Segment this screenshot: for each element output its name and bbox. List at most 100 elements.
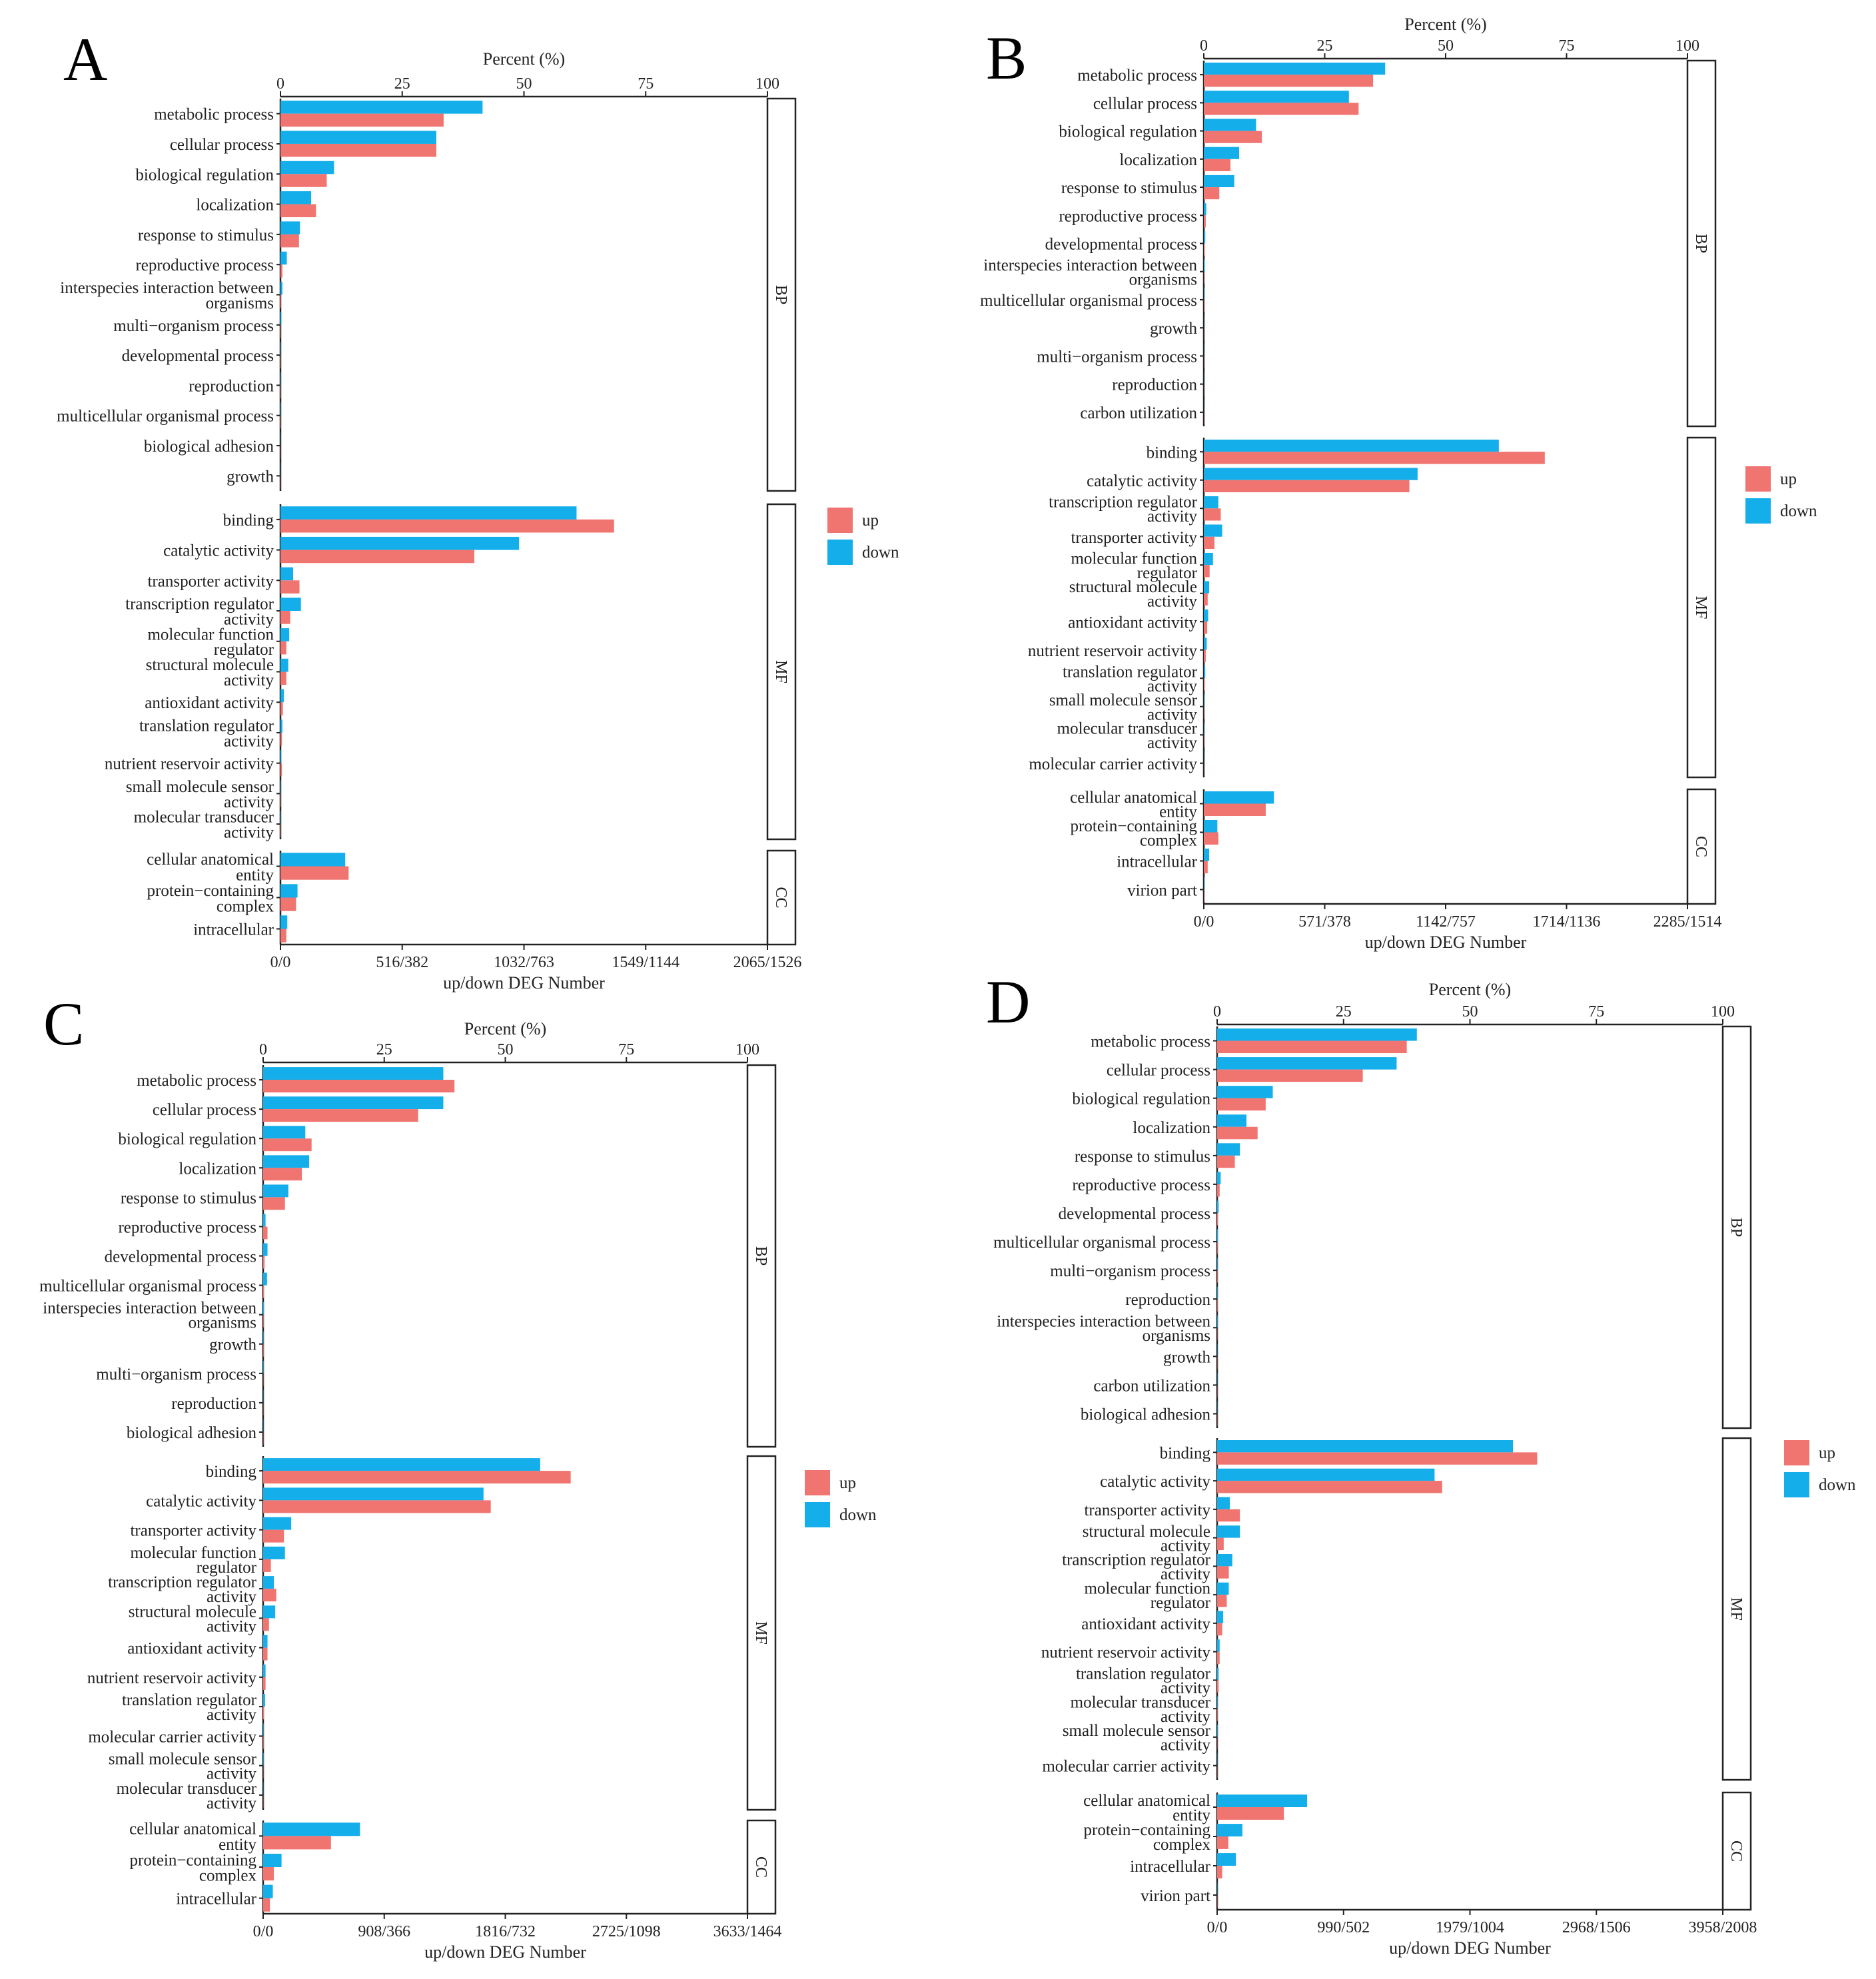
bar-up [263,1226,268,1240]
category-label: transcription regulator [125,595,274,613]
legend: up down [1784,1440,1856,1497]
bar-down [1217,1315,1218,1328]
term-molecular-carrier-activity: molecular carrier activity [1042,1753,1218,1779]
category-label: metabolic process [137,1072,256,1090]
bar-down [1204,62,1386,75]
term-virion-part: virion part [1127,877,1204,902]
category-label: translation regulator [1076,1665,1211,1683]
category-label: developmental process [105,1248,256,1266]
bar-up [280,174,327,187]
bar-down [1217,1525,1240,1538]
bar-down [280,628,290,641]
percent-tick-label: 75 [1559,37,1575,55]
bar-up [280,519,614,533]
bar-down [1217,1667,1219,1681]
bar-down [263,1067,444,1080]
bar-down [263,1822,360,1836]
bar-down [280,161,334,175]
term-intracellular: intracellular [1117,849,1209,873]
category-label: reproduction [1125,1291,1210,1309]
bar-up [263,1647,268,1661]
facet-strip-label: MF [752,1621,769,1645]
group-bp: BP metabolic process cellular process biolo… [993,1025,1752,1429]
category-label: multicellular organismal process [980,292,1197,310]
bar-down [280,658,288,672]
bar-down [280,251,287,265]
bar-down [1217,1086,1273,1098]
bar-up [263,1344,264,1357]
category-label: localization [196,197,274,214]
category-label: entity [219,1836,256,1854]
bar-up [1204,649,1206,663]
legend-swatch-up [805,1470,830,1495]
term-developmental-process: developmental process [1045,231,1206,256]
term-carbon-utilization: carbon utilization [1080,400,1204,425]
term-nutrient-reservoir-activity: nutrient reservoir activity [87,1664,266,1690]
term-intracellular: intracellular [176,1884,273,1912]
category-label: multi−organism process [1050,1262,1210,1280]
bar-down [263,1546,285,1559]
bar-up [1217,1098,1266,1111]
category-label: translation regulator [1063,663,1198,681]
term-virion-part: virion part [1141,1882,1218,1908]
term-antioxidant-activity: antioxidant activity [145,689,284,715]
number-tick-label: 1979/1004 [1436,1919,1504,1936]
category-label: binding [1147,444,1198,462]
bar-down [280,282,282,295]
legend: up down [827,508,899,565]
term-interspecies-interaction-between-organisms: interspecies interaction betweenorganism… [997,1312,1218,1345]
term-biological-regulation: biological regulation [1059,119,1262,143]
number-tick-label: 0/0 [1194,913,1214,931]
bar-up [1217,1270,1218,1283]
bar-down [1204,231,1206,244]
percent-tick-label: 25 [394,75,410,93]
term-multicellular-organismal-process: multicellular organismal process [57,402,281,429]
bar-up [263,1707,264,1720]
panel-label: D [986,968,1030,1036]
term-catalytic-activity: catalytic activity [163,536,520,564]
bar-up [1217,1807,1284,1820]
number-tick-label: 2285/1514 [1653,913,1722,931]
category-label: complex [199,1867,257,1885]
category-label: reproductive process [118,1218,256,1236]
bar-up [263,1500,491,1513]
legend: up down [1745,466,1817,524]
category-label: molecular transducer [117,1780,257,1798]
bar-down [1217,1200,1219,1213]
category-label: protein−containing [147,882,274,900]
number-tick-label: 0/0 [270,954,291,971]
category-label: molecular carrier activity [88,1728,256,1746]
category-label: activity [1161,1708,1210,1726]
facet-strip [766,97,797,492]
bar-down [1204,203,1206,216]
category-label: small molecule sensor [1063,1722,1211,1740]
percent-tick-label: 75 [618,1041,634,1058]
category-label: cellular process [1107,1062,1210,1080]
category-label: molecular function [1084,1579,1210,1597]
percent-axis-title: Percent (%) [1429,980,1511,999]
number-tick-label: 1549/1144 [612,954,680,971]
bar-down [263,1331,264,1344]
bar-down [1204,637,1207,650]
category-label: regulator [197,1559,257,1577]
bar-down [280,780,281,794]
bar-down [263,1243,268,1256]
facet-strip-label: CC [752,1856,769,1878]
bar-up [1204,508,1221,521]
bar-up [1217,1212,1218,1226]
term-nutrient-reservoir-activity: nutrient reservoir activity [105,750,282,777]
category-label: cellular process [1093,95,1197,113]
bar-up [1204,480,1410,493]
group-mf: MF binding catalytic activity transporter a… [87,1455,777,1812]
bar-up [1204,621,1208,634]
bar-down [1204,791,1274,804]
category-label: transcription regulator [108,1573,257,1591]
term-developmental-process: developmental process [122,342,281,368]
bar-up [263,1138,312,1152]
